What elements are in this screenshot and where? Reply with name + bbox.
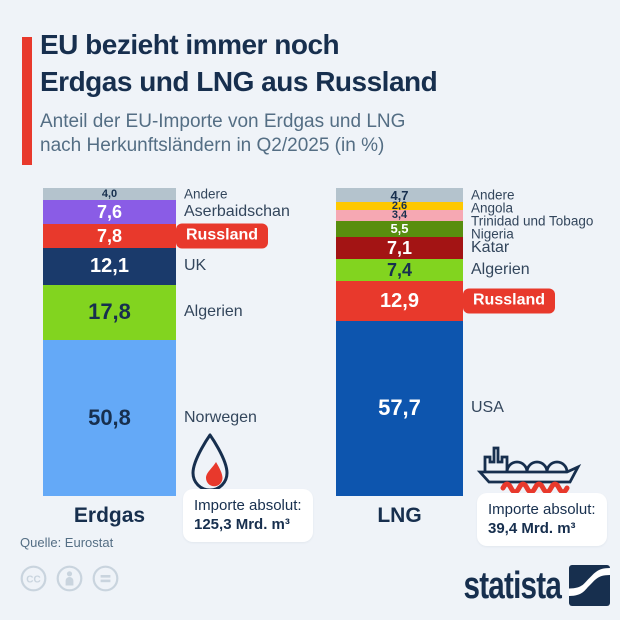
segment-label-aserbaidschan: Aserbaidschan	[184, 203, 290, 220]
segment-value: 7,6	[96, 201, 123, 222]
segment-value: 4,0	[101, 187, 118, 200]
segment-value: 7,1	[386, 238, 413, 258]
segment-label-norwegen: Norwegen	[184, 408, 257, 426]
segment-value: 57,7	[378, 395, 421, 421]
segment-angola: 2,6	[336, 199, 463, 212]
segment-algerien: 7,4	[336, 258, 463, 282]
erdgas-axis-title: Erdgas	[73, 504, 146, 527]
segment-value: 12,1	[90, 255, 129, 278]
source-note: Quelle: Eurostat	[20, 535, 114, 550]
cc-license-icon[interactable]: CC	[20, 565, 47, 592]
segment-label-algerien: Algerien	[184, 303, 243, 321]
page-title: EU bezieht immer noch Erdgas und LNG aus…	[40, 26, 438, 100]
title-accent-bar	[22, 37, 32, 165]
page-title-line1: EU bezieht immer noch	[40, 29, 340, 60]
chart-lng: 4,7 2,6 3,4 5,5 7,1 7,4 12,9 57,7 Andere Angola T…	[336, 188, 593, 527]
lng-label-column: Andere Angola Trinidad und Tobago Nigeria Ka…	[463, 188, 620, 496]
segment-value: 17,8	[88, 299, 131, 325]
lng-total-caption: Importe absolut:	[488, 501, 596, 518]
segment-label-angola: Angola	[471, 200, 514, 216]
segment-value: 7,4	[386, 260, 413, 281]
segment-value: 5,5	[390, 221, 409, 237]
segment-value: 50,8	[88, 404, 131, 430]
segment-label-uk: UK	[184, 257, 207, 275]
segment-label-katar: Katar	[471, 239, 510, 257]
segment-label-andere: Andere	[184, 186, 228, 202]
segment-uk: 12,1	[43, 247, 176, 285]
segment-trinidad-und-tobago: 3,4	[336, 208, 463, 221]
segment-label-andere: Andere	[471, 187, 515, 203]
lng-tanker-icon	[476, 446, 582, 495]
lng-total-value: 39,4 Mrd. m³	[488, 520, 576, 537]
segment-russland: 7,8	[43, 223, 176, 248]
page-subtitle-line2: nach Herkunftsländern in Q2/2025 (in %)	[40, 135, 385, 156]
segment-katar: 7,1	[336, 237, 463, 259]
erdgas-stacked-bar: 4,0 7,6 7,8 12,1 17,8 50,8	[43, 188, 176, 496]
svg-text:CC: CC	[26, 574, 40, 585]
segment-andere: 4,7	[336, 187, 463, 203]
highlight-label-russland: Russland	[176, 223, 269, 249]
chart-erdgas: 4,0 7,6 7,8 12,1 17,8 50,8 Andere Aserbaidscha…	[43, 187, 290, 527]
erdgas-total-value: 125,3 Mrd. m³	[194, 516, 290, 533]
page-subtitle: Anteil der EU-Importe von Erdgas und LNG…	[40, 110, 405, 158]
cc-equal-icon[interactable]	[92, 565, 119, 592]
highlight-label-russland: Russland	[463, 288, 556, 314]
statista-logo[interactable]: statista	[436, 565, 610, 606]
segment-value: 4,7	[390, 187, 409, 203]
segment-norwegen: 50,8	[43, 339, 176, 496]
segment-aserbaidschan: 7,6	[43, 200, 176, 224]
page-subtitle-line1: Anteil der EU-Importe von Erdgas und LNG	[40, 111, 406, 132]
erdgas-total-caption: Importe absolut:	[194, 497, 302, 514]
statista-wordmark: statista	[463, 564, 561, 607]
segment-value: 12,9	[380, 289, 419, 312]
erdgas-label-column: Andere Aserbaidschan Russland UK Algerien Nor…	[176, 186, 341, 496]
segment-label-algerien: Algerien	[471, 261, 530, 279]
segment-value: 7,8	[96, 225, 123, 246]
segment-russland: 12,9	[336, 281, 463, 321]
segment-label-nigeria: Nigeria	[471, 226, 514, 242]
segment-label-trinidad-und-tobago: Trinidad und Tobago	[471, 213, 594, 229]
license-icons[interactable]: CC	[20, 565, 119, 592]
statista-logo-mark	[569, 565, 610, 606]
erdgas-total-box: Importe absolut: 125,3 Mrd. m³	[183, 489, 313, 542]
segment-value: 2,6	[391, 199, 408, 212]
page-title-line2: Erdgas und LNG aus Russland	[40, 66, 438, 97]
lng-stacked-bar: 4,7 2,6 3,4 5,5 7,1 7,4 12,9 57,7	[336, 188, 463, 496]
lng-axis-title: LNG	[377, 504, 422, 527]
gas-flame-icon	[191, 433, 229, 494]
lng-total-box: Importe absolut: 39,4 Mrd. m³	[477, 493, 607, 546]
segment-label-usa: USA	[471, 399, 504, 417]
segment-andere: 4,0	[43, 187, 176, 201]
segment-nigeria: 5,5	[336, 220, 463, 238]
cc-attribution-icon[interactable]	[56, 565, 83, 592]
segment-value: 3,4	[391, 208, 408, 221]
segment-algerien: 17,8	[43, 284, 176, 340]
segment-usa: 57,7	[336, 320, 463, 496]
